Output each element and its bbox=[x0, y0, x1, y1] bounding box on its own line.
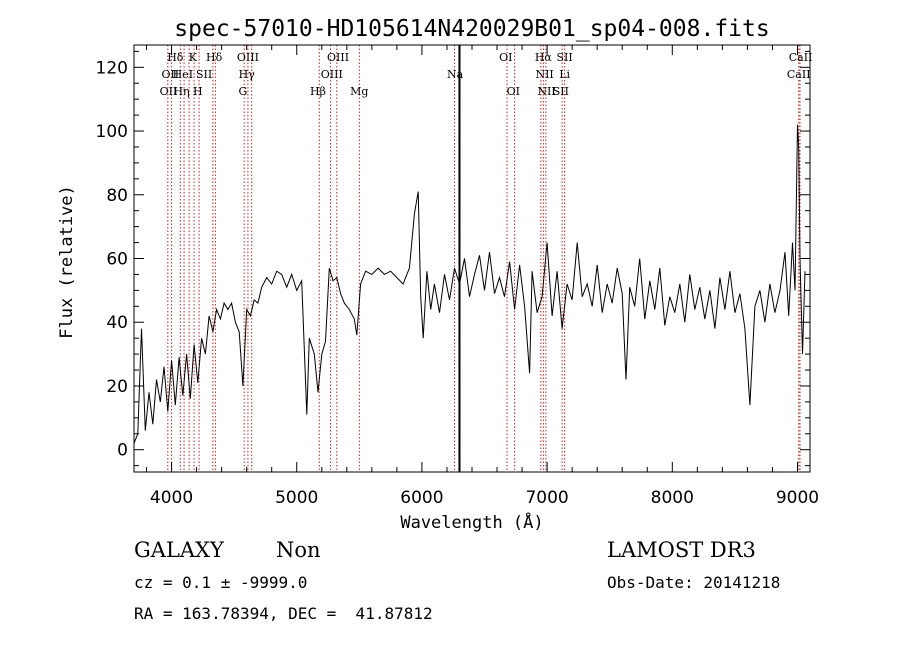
spectral-line-label: NII bbox=[537, 85, 555, 98]
spectral-line-label: Hγ bbox=[239, 68, 256, 81]
coordinates-line: RA = 163.78394, DEC = 41.87812 bbox=[134, 604, 433, 623]
spectrum-series bbox=[133, 124, 806, 444]
spectral-line-label: CaII bbox=[787, 68, 811, 81]
object-type-label: GALAXY bbox=[134, 538, 224, 562]
spectral-line-label: K bbox=[189, 51, 198, 64]
redshift-line: cz = 0.1 ± -9999.0 bbox=[134, 573, 308, 592]
spectral-line-label: OIII bbox=[327, 51, 349, 64]
y-axis-label: Flux (relative) bbox=[57, 185, 77, 339]
spectral-line-label: Hδ bbox=[206, 51, 223, 64]
plot-axes: 4000 5000 6000 7000 8000 9000 0 20 40 60 80 100 120 bbox=[96, 44, 819, 508]
spectral-line-label: OIII bbox=[237, 51, 259, 64]
spectral-line-label: OI bbox=[507, 85, 520, 98]
x-tick-label: 7000 bbox=[525, 488, 568, 508]
x-axis-label: Wavelength (Å) bbox=[400, 511, 543, 533]
spectral-line-label: SII bbox=[196, 68, 212, 81]
spectral-line-label: OII bbox=[161, 68, 179, 81]
spectral-line-label: CaII bbox=[789, 51, 813, 64]
x-tick-label: 8000 bbox=[651, 488, 694, 508]
spectral-line-label: Hβ bbox=[310, 85, 326, 98]
x-tick-label: 5000 bbox=[275, 488, 318, 508]
x-tick-label: 4000 bbox=[150, 488, 193, 508]
spectral-line-label: OI bbox=[499, 51, 512, 64]
y-tick-label: 20 bbox=[106, 377, 128, 397]
y-tick-label: 0 bbox=[117, 441, 128, 461]
spectrum-line bbox=[133, 124, 806, 444]
y-tick-label: 100 bbox=[96, 122, 128, 142]
y-tick-label: 80 bbox=[106, 186, 128, 206]
spectral-line-label: OIII bbox=[321, 68, 343, 81]
spectral-line-label: SII bbox=[557, 51, 573, 64]
spectral-line-label: OII bbox=[160, 85, 178, 98]
x-tick-label: 6000 bbox=[400, 488, 443, 508]
y-tick-label: 120 bbox=[96, 58, 128, 78]
obs-date-line: Obs-Date: 20141218 bbox=[607, 573, 781, 592]
spectral-line-label: Mg bbox=[350, 85, 368, 98]
spectral-line-label: Hδ bbox=[167, 51, 184, 64]
chart-title: spec-57010-HD105614N420029B01_sp04-008.f… bbox=[174, 16, 769, 42]
subclass-label: Non bbox=[276, 538, 321, 562]
spectral-line-label: Hη bbox=[173, 85, 189, 98]
spectral-line-label: Li bbox=[559, 68, 570, 81]
spectral-line-label: Hα bbox=[535, 51, 553, 64]
spectral-line-label: G bbox=[239, 85, 248, 98]
x-tick-label: 9000 bbox=[776, 488, 819, 508]
plot-frame bbox=[133, 44, 811, 473]
spectral-line-label: SII bbox=[553, 85, 569, 98]
spectral-line-label: NII bbox=[535, 68, 553, 81]
spectral-line-markers bbox=[167, 45, 801, 472]
spectral-line-label: H bbox=[193, 85, 203, 98]
spectral-line-label: Na bbox=[447, 68, 464, 81]
y-tick-label: 40 bbox=[106, 313, 128, 333]
y-tick-label: 60 bbox=[106, 250, 128, 270]
spectral-line-label: HeI bbox=[173, 68, 193, 81]
survey-label: LAMOST DR3 bbox=[607, 538, 756, 562]
